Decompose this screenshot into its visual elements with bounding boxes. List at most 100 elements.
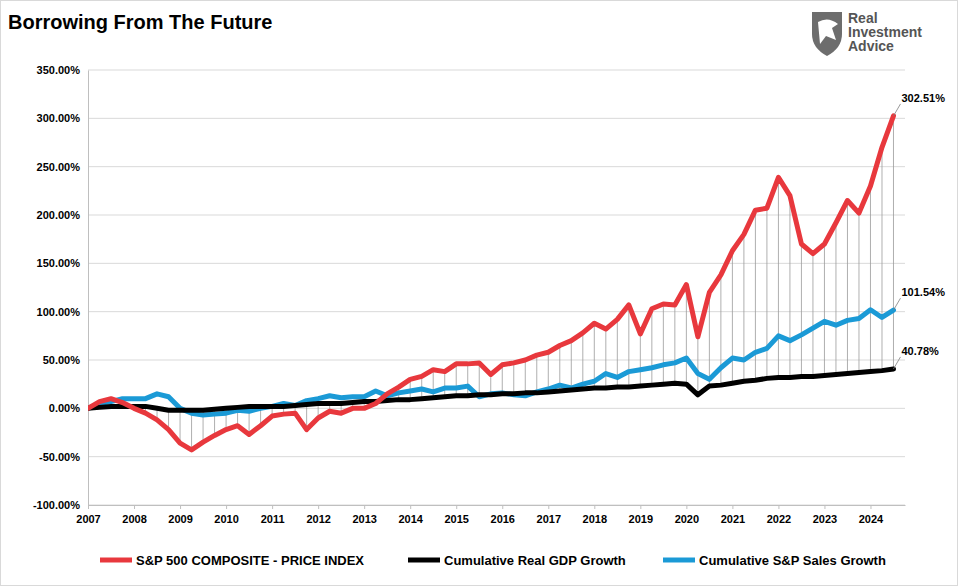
drop-line: [605, 329, 606, 388]
x-tick: 2017: [537, 505, 561, 525]
x-tick-label: 2019: [629, 513, 653, 525]
drop-line: [525, 360, 526, 393]
legend-label: S&P 500 COMPOSITE - PRICE INDEX: [136, 553, 364, 568]
value-labels: 302.51%40.78%101.54%: [893, 92, 945, 369]
drop-line: [444, 372, 445, 397]
drop-line: [663, 304, 664, 384]
plot-area: [88, 116, 893, 450]
drop-line: [582, 333, 583, 389]
legend-label: Cumulative Real GDP Growth: [444, 553, 626, 568]
y-tick-label: 150.00%: [37, 257, 81, 269]
logo-emblem: [818, 19, 838, 44]
x-tick-label: 2016: [491, 513, 515, 525]
x-tick-mark: [824, 505, 825, 509]
drop-line: [778, 177, 779, 377]
grid-line: [88, 118, 905, 119]
x-tick-mark: [778, 505, 779, 509]
x-tick-label: 2015: [444, 513, 468, 525]
x-tick-mark: [870, 505, 871, 509]
drop-line: [835, 223, 836, 375]
drop-line: [870, 186, 871, 372]
drop-line: [479, 363, 480, 395]
y-tick: -100.00%: [33, 499, 88, 511]
y-tick-label: 100.00%: [37, 306, 81, 318]
legend-swatch: [408, 558, 440, 563]
y-tick: 250.00%: [37, 161, 88, 173]
x-axis-line: [89, 505, 906, 506]
x-tick: 2010: [214, 505, 238, 525]
x-tick-mark: [548, 505, 549, 509]
x-tick-mark: [594, 505, 595, 509]
y-tick: 0.00%: [49, 402, 88, 414]
x-tick: 2024: [859, 505, 884, 525]
y-axis-line: [88, 71, 89, 506]
x-tick-label: 2009: [168, 513, 192, 525]
x-tick-mark: [226, 505, 227, 509]
chart-frame: [1, 1, 958, 586]
drop-line: [628, 305, 629, 387]
label-leader: [893, 298, 900, 310]
drop-line: [640, 334, 641, 386]
drop-line: [824, 244, 825, 375]
y-tick-label: 300.00%: [37, 112, 81, 124]
drop-line: [686, 285, 687, 385]
x-tick-mark: [88, 505, 89, 509]
x-tick-label: 2008: [122, 513, 146, 525]
x-tick-label: 2023: [813, 513, 837, 525]
label-leader: [893, 104, 900, 116]
logo-shield: [812, 12, 842, 56]
x-tick-mark: [686, 505, 687, 509]
drop-line: [456, 364, 457, 396]
legend-swatch: [663, 558, 695, 563]
x-tick-label: 2022: [767, 513, 791, 525]
drop-line: [536, 355, 537, 393]
drop-line: [674, 305, 675, 383]
x-tick-label: 2012: [306, 513, 330, 525]
drop-line: [191, 410, 192, 450]
y-tick: 100.00%: [37, 306, 88, 318]
x-tick: 2012: [306, 505, 330, 525]
drop-line: [571, 341, 572, 390]
x-tick: 2023: [813, 505, 837, 525]
x-tick-mark: [502, 505, 503, 509]
x-tick-mark: [732, 505, 733, 509]
y-tick-label: 200.00%: [37, 209, 81, 221]
drop-line: [847, 201, 848, 374]
drop-line: [548, 352, 549, 392]
x-tick: 2009: [168, 505, 192, 525]
x-tick-mark: [410, 505, 411, 509]
y-tick-label: -50.00%: [39, 451, 80, 463]
x-tick-mark: [180, 505, 181, 509]
x-tick: 2020: [675, 505, 699, 525]
drop-line: [697, 337, 698, 395]
y-tick: 50.00%: [43, 354, 88, 366]
grid-line: [88, 263, 905, 264]
y-tick: 150.00%: [37, 257, 88, 269]
logo: RealInvestmentAdvice: [812, 10, 922, 56]
x-tick: 2019: [629, 505, 653, 525]
legend-swatch: [100, 558, 132, 563]
x-tick: 2015: [444, 505, 468, 525]
x-tick-mark: [640, 505, 641, 509]
x-tick-label: 2017: [537, 513, 561, 525]
drop-line: [881, 147, 882, 370]
drop-line: [732, 251, 733, 383]
x-tick: 2008: [122, 505, 146, 525]
y-tick: -50.00%: [39, 451, 88, 463]
x-tick: 2022: [767, 505, 791, 525]
x-tick-label: 2018: [583, 513, 607, 525]
x-tick-label: 2007: [76, 513, 100, 525]
drop-line: [502, 365, 503, 394]
grid-line: [88, 166, 905, 167]
grid-line: [88, 505, 905, 506]
drop-line: [893, 116, 894, 369]
drop-line: [709, 292, 710, 386]
x-tick-label: 2020: [675, 513, 699, 525]
x-tick-label: 2011: [261, 513, 285, 525]
title: Borrowing From The Future: [8, 11, 272, 33]
x-tick: 2014: [398, 505, 423, 525]
series-line: [88, 310, 893, 415]
y-tick: 300.00%: [37, 112, 88, 124]
y-tick-label: 250.00%: [37, 161, 81, 173]
x-tick: 2018: [583, 505, 607, 525]
